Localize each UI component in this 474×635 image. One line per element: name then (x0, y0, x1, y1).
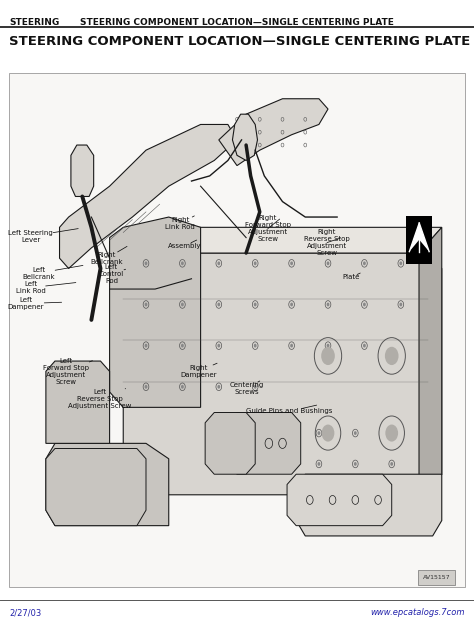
Polygon shape (419, 227, 442, 495)
Circle shape (145, 262, 147, 265)
Circle shape (400, 262, 402, 265)
Polygon shape (60, 124, 237, 269)
Text: Left
Forward Stop
Adjustment
Screw: Left Forward Stop Adjustment Screw (43, 358, 92, 385)
Text: Right
Dampener: Right Dampener (180, 363, 217, 378)
Circle shape (181, 262, 184, 265)
Polygon shape (46, 361, 109, 443)
Circle shape (181, 303, 184, 306)
Circle shape (400, 303, 402, 306)
Circle shape (181, 385, 184, 389)
Circle shape (218, 303, 220, 306)
Circle shape (322, 425, 334, 441)
Circle shape (290, 303, 293, 306)
Polygon shape (296, 474, 442, 536)
Text: Guide Pins and Bushings: Guide Pins and Bushings (246, 405, 332, 415)
Bar (406, 216, 432, 264)
Polygon shape (71, 145, 94, 196)
Text: Right
Link Rod: Right Link Rod (165, 216, 195, 230)
Circle shape (145, 344, 147, 347)
Circle shape (354, 431, 357, 435)
Circle shape (321, 347, 335, 365)
Text: STEERING COMPONENT LOCATION—SINGLE CENTERING PLATE: STEERING COMPONENT LOCATION—SINGLE CENTE… (9, 35, 471, 48)
Text: STEERING: STEERING (9, 18, 60, 27)
Circle shape (327, 262, 329, 265)
Circle shape (354, 462, 357, 466)
Polygon shape (109, 217, 201, 408)
Text: STEERING COMPONENT LOCATION—SINGLE CENTERING PLATE: STEERING COMPONENT LOCATION—SINGLE CENTE… (80, 18, 394, 27)
Polygon shape (232, 114, 257, 161)
Circle shape (363, 303, 366, 306)
Circle shape (218, 262, 220, 265)
Polygon shape (410, 223, 429, 251)
Circle shape (385, 425, 398, 441)
Circle shape (259, 426, 269, 440)
Text: 2/27/03: 2/27/03 (9, 608, 42, 617)
Text: Left
Dampener: Left Dampener (8, 297, 62, 310)
Circle shape (218, 385, 220, 389)
Circle shape (254, 303, 256, 306)
Text: Right
Forward Stop
Adjustment
Screw: Right Forward Stop Adjustment Screw (245, 215, 291, 242)
Circle shape (145, 303, 147, 306)
Text: Plate: Plate (342, 273, 360, 281)
Polygon shape (228, 413, 301, 474)
Text: Centering
Screws: Centering Screws (229, 381, 264, 395)
Circle shape (318, 462, 320, 466)
Text: Right
Bellcrank: Right Bellcrank (91, 246, 127, 265)
Polygon shape (46, 443, 169, 526)
Text: AV15157: AV15157 (423, 575, 450, 580)
Polygon shape (123, 253, 442, 495)
Polygon shape (137, 227, 442, 253)
Circle shape (181, 344, 184, 347)
Text: Assembly: Assembly (168, 240, 201, 249)
Polygon shape (219, 99, 328, 166)
Polygon shape (205, 413, 255, 474)
Text: Left
Bellcrank: Left Bellcrank (23, 265, 83, 279)
Text: Left
Control
Rod: Left Control Rod (99, 264, 126, 284)
Circle shape (145, 385, 147, 389)
Polygon shape (46, 448, 146, 526)
Circle shape (390, 431, 393, 435)
Text: Left Steering
Lever: Left Steering Lever (9, 229, 78, 243)
Text: Left
Link Rod: Left Link Rod (16, 281, 76, 294)
Circle shape (363, 262, 366, 265)
Circle shape (385, 347, 399, 365)
Bar (9, 73, 465, 587)
Circle shape (254, 385, 256, 389)
Text: Right
Reverse Stop
Adjustment
Screw: Right Reverse Stop Adjustment Screw (304, 229, 350, 256)
Circle shape (290, 262, 293, 265)
Circle shape (223, 426, 233, 440)
Text: www.epcatalogs.7com: www.epcatalogs.7com (370, 608, 465, 617)
Circle shape (290, 344, 293, 347)
Circle shape (363, 344, 366, 347)
Circle shape (254, 344, 256, 347)
Circle shape (218, 344, 220, 347)
Circle shape (390, 462, 393, 466)
Circle shape (254, 262, 256, 265)
Circle shape (327, 303, 329, 306)
Circle shape (318, 431, 320, 435)
Circle shape (327, 344, 329, 347)
Text: Left
Reverse Stop
Adjustment Screw: Left Reverse Stop Adjustment Screw (68, 389, 131, 409)
Polygon shape (287, 474, 392, 526)
